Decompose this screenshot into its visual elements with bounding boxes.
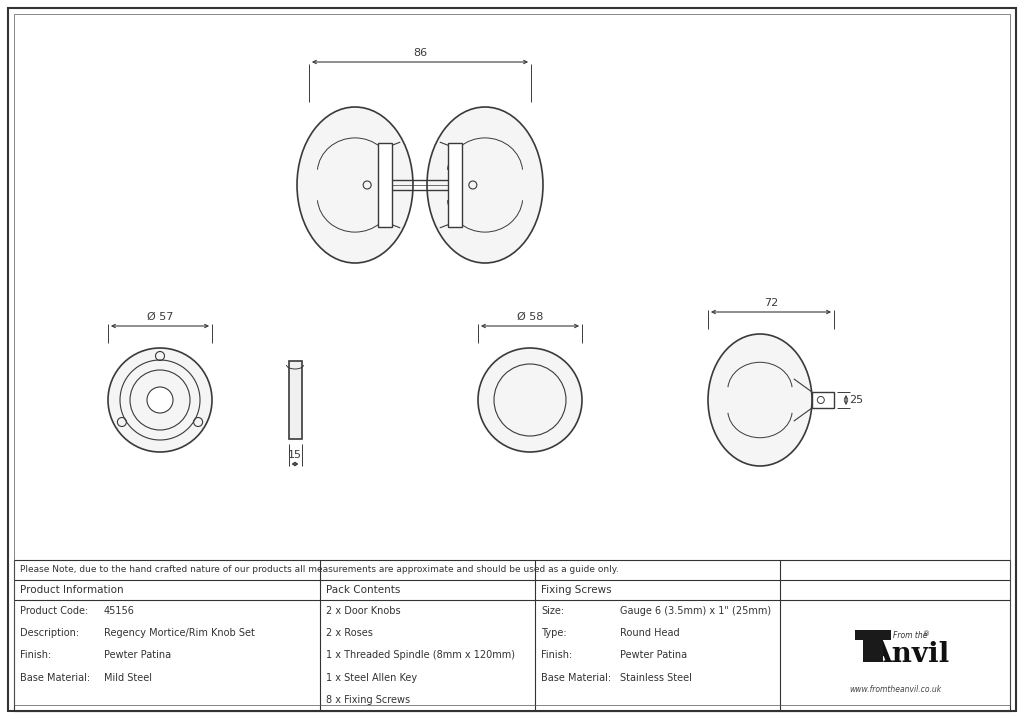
- Text: Pack Contents: Pack Contents: [326, 585, 400, 595]
- Text: Finish:: Finish:: [541, 651, 572, 661]
- Text: 8 x Fixing Screws: 8 x Fixing Screws: [326, 695, 411, 705]
- Text: 1 x Threaded Spindle (8mm x 120mm): 1 x Threaded Spindle (8mm x 120mm): [326, 651, 515, 661]
- Text: Ø 57: Ø 57: [146, 312, 173, 322]
- Text: Stainless Steel: Stainless Steel: [620, 673, 692, 683]
- Text: Gauge 6 (3.5mm) x 1" (25mm): Gauge 6 (3.5mm) x 1" (25mm): [620, 606, 771, 616]
- Text: Product Code:: Product Code:: [20, 606, 88, 616]
- Text: Description:: Description:: [20, 628, 79, 638]
- Text: Mild Steel: Mild Steel: [104, 673, 152, 683]
- Ellipse shape: [427, 107, 543, 263]
- Circle shape: [478, 348, 582, 452]
- Text: Round Head: Round Head: [620, 628, 680, 638]
- Bar: [289, 361, 301, 439]
- Text: 15: 15: [288, 450, 302, 460]
- Text: Base Material:: Base Material:: [20, 673, 90, 683]
- Text: 86: 86: [413, 48, 427, 58]
- Ellipse shape: [297, 107, 413, 263]
- Text: Anvil: Anvil: [870, 641, 949, 669]
- Text: Type:: Type:: [541, 628, 566, 638]
- Text: Finish:: Finish:: [20, 651, 51, 661]
- Text: Fixing Screws: Fixing Screws: [541, 585, 611, 595]
- Bar: [812, 392, 834, 408]
- Bar: [447, 143, 462, 227]
- Text: Pewter Patina: Pewter Patina: [104, 651, 171, 661]
- Circle shape: [147, 387, 173, 413]
- Text: Ø 58: Ø 58: [517, 312, 543, 322]
- Text: Please Note, due to the hand crafted nature of our products all measurements are: Please Note, due to the hand crafted nat…: [20, 566, 618, 574]
- Bar: [855, 630, 891, 639]
- Text: Product Information: Product Information: [20, 585, 124, 595]
- Text: 25: 25: [849, 395, 863, 405]
- Ellipse shape: [708, 334, 812, 466]
- Bar: [863, 639, 883, 661]
- Text: 2 x Door Knobs: 2 x Door Knobs: [326, 606, 400, 616]
- Text: From the: From the: [893, 631, 928, 641]
- Text: 2 x Roses: 2 x Roses: [326, 628, 373, 638]
- Text: 72: 72: [764, 298, 778, 308]
- Text: Base Material:: Base Material:: [541, 673, 611, 683]
- Bar: [378, 143, 392, 227]
- Text: Size:: Size:: [541, 606, 564, 616]
- Text: www.fromtheanvil.co.uk: www.fromtheanvil.co.uk: [849, 685, 941, 695]
- Text: Pewter Patina: Pewter Patina: [620, 651, 687, 661]
- Circle shape: [108, 348, 212, 452]
- Text: 45156: 45156: [104, 606, 135, 616]
- Text: ®: ®: [923, 631, 930, 638]
- Text: 1 x Steel Allen Key: 1 x Steel Allen Key: [326, 673, 417, 683]
- Text: Regency Mortice/Rim Knob Set: Regency Mortice/Rim Knob Set: [104, 628, 255, 638]
